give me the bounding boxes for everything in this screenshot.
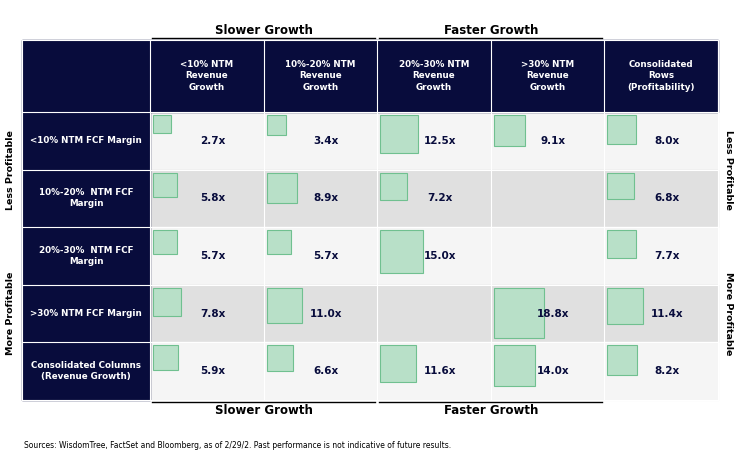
Text: 5.7x: 5.7x bbox=[314, 251, 339, 261]
Text: 7.2x: 7.2x bbox=[427, 193, 452, 203]
Bar bbox=[266, 115, 286, 135]
Text: 11.0x: 11.0x bbox=[310, 309, 342, 319]
Bar bbox=[22, 40, 718, 112]
Text: 10%-20%  NTM FCF
Margin: 10%-20% NTM FCF Margin bbox=[39, 188, 134, 208]
Text: Less Profitable: Less Profitable bbox=[7, 130, 15, 210]
Bar bbox=[22, 112, 718, 169]
Text: 9.1x: 9.1x bbox=[541, 136, 566, 146]
Text: 2.7x: 2.7x bbox=[200, 136, 225, 146]
Bar bbox=[22, 112, 150, 169]
Bar bbox=[607, 230, 635, 258]
Bar bbox=[153, 115, 171, 133]
Text: >30% NTM FCF Margin: >30% NTM FCF Margin bbox=[30, 309, 142, 318]
Bar bbox=[266, 288, 302, 323]
Text: 10%-20% NTM
Revenue
Growth: 10%-20% NTM Revenue Growth bbox=[285, 60, 356, 92]
Bar bbox=[380, 115, 418, 153]
Text: Faster Growth: Faster Growth bbox=[444, 403, 538, 416]
Text: Slower Growth: Slower Growth bbox=[215, 403, 312, 416]
Text: Slower Growth: Slower Growth bbox=[215, 24, 312, 38]
Bar bbox=[494, 288, 545, 338]
Text: 8.0x: 8.0x bbox=[655, 136, 680, 146]
Bar bbox=[607, 115, 636, 144]
Bar bbox=[22, 169, 718, 227]
Text: 5.9x: 5.9x bbox=[200, 366, 225, 376]
Bar bbox=[22, 343, 718, 400]
Bar bbox=[266, 345, 293, 371]
Bar bbox=[22, 227, 718, 285]
Bar bbox=[266, 230, 291, 254]
Bar bbox=[494, 115, 525, 146]
Bar bbox=[153, 288, 182, 316]
Text: 18.8x: 18.8x bbox=[537, 309, 570, 319]
Bar bbox=[22, 343, 150, 400]
Text: 7.8x: 7.8x bbox=[200, 309, 225, 319]
Bar bbox=[22, 227, 150, 285]
Text: 12.5x: 12.5x bbox=[424, 136, 456, 146]
Bar bbox=[22, 285, 150, 343]
Text: 3.4x: 3.4x bbox=[314, 136, 339, 146]
Text: <10% NTM FCF Margin: <10% NTM FCF Margin bbox=[30, 136, 142, 145]
Bar bbox=[494, 345, 535, 387]
Text: 20%-30% NTM
Revenue
Growth: 20%-30% NTM Revenue Growth bbox=[399, 60, 469, 92]
Bar bbox=[380, 345, 416, 382]
Text: Less Profitable: Less Profitable bbox=[723, 130, 733, 210]
Text: Consolidated
Rows
(Profitability): Consolidated Rows (Profitability) bbox=[627, 60, 695, 92]
Text: More Profitable: More Profitable bbox=[7, 272, 15, 355]
Bar bbox=[22, 285, 718, 343]
Bar bbox=[153, 345, 178, 370]
Text: 5.8x: 5.8x bbox=[200, 193, 225, 203]
Text: More Profitable: More Profitable bbox=[723, 272, 733, 355]
Text: 11.4x: 11.4x bbox=[651, 309, 683, 319]
Text: 15.0x: 15.0x bbox=[424, 251, 456, 261]
Text: 6.8x: 6.8x bbox=[655, 193, 680, 203]
Text: 11.6x: 11.6x bbox=[424, 366, 456, 376]
Bar bbox=[380, 173, 407, 200]
Bar bbox=[266, 173, 297, 203]
Text: 8.2x: 8.2x bbox=[655, 366, 680, 376]
Text: >30% NTM
Revenue
Growth: >30% NTM Revenue Growth bbox=[521, 60, 574, 92]
Bar bbox=[607, 173, 634, 199]
Text: 14.0x: 14.0x bbox=[537, 366, 570, 376]
Bar bbox=[607, 288, 643, 323]
Text: 6.6x: 6.6x bbox=[314, 366, 339, 376]
Text: 20%-30%  NTM FCF
Margin: 20%-30% NTM FCF Margin bbox=[39, 246, 134, 266]
Text: 8.9x: 8.9x bbox=[314, 193, 339, 203]
Text: Sources: WisdomTree, FactSet and Bloomberg, as of 2/29/2. Past performance is no: Sources: WisdomTree, FactSet and Bloombe… bbox=[24, 441, 451, 450]
Text: Faster Growth: Faster Growth bbox=[444, 24, 538, 38]
Bar bbox=[22, 169, 150, 227]
Text: <10% NTM
Revenue
Growth: <10% NTM Revenue Growth bbox=[180, 60, 233, 92]
Bar bbox=[153, 173, 177, 197]
Bar bbox=[153, 230, 177, 254]
Text: 7.7x: 7.7x bbox=[654, 251, 680, 261]
Bar bbox=[607, 345, 637, 375]
Text: Consolidated Columns
(Revenue Growth): Consolidated Columns (Revenue Growth) bbox=[31, 361, 141, 381]
Text: 5.7x: 5.7x bbox=[200, 251, 225, 261]
Bar bbox=[380, 230, 423, 273]
